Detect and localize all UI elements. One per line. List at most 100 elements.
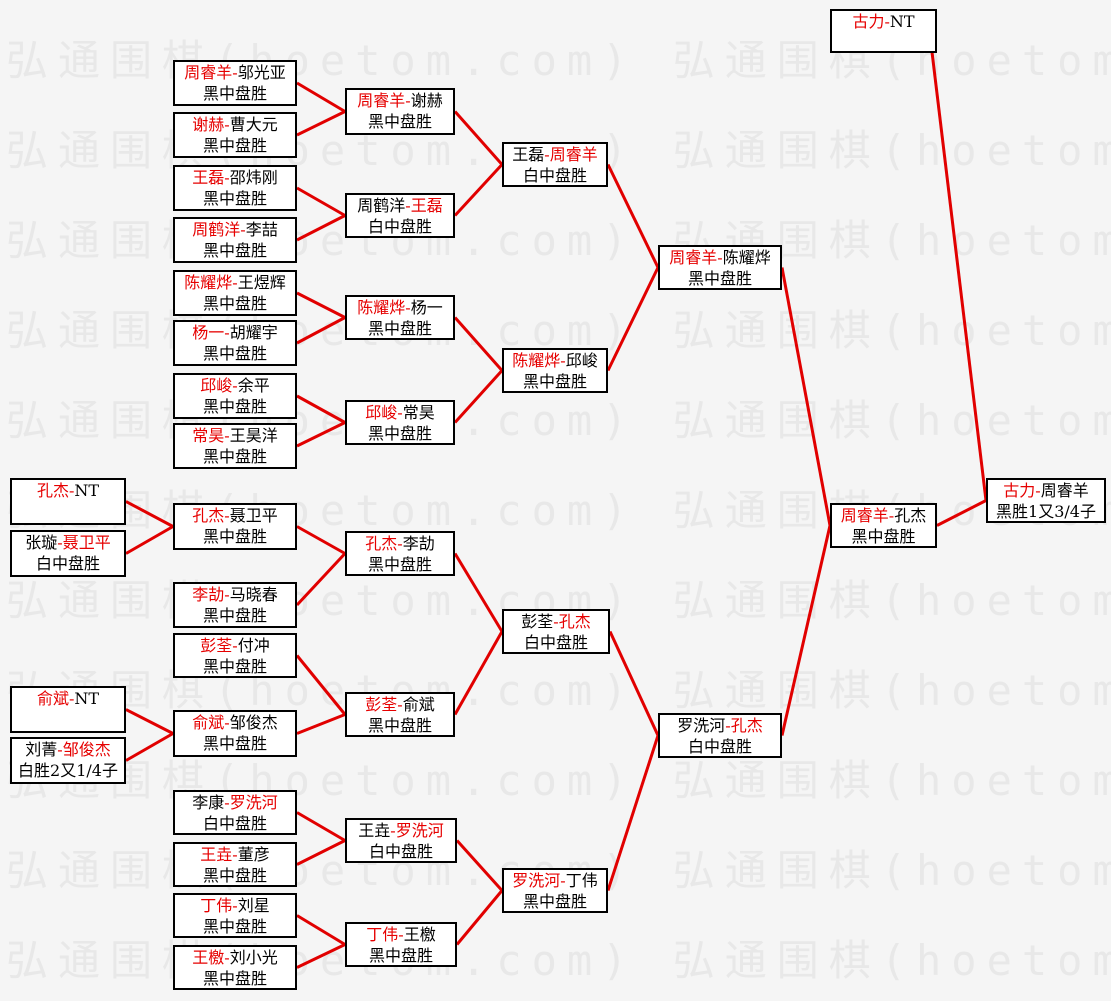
match-result — [832, 32, 935, 53]
player-name-winner: 丁伟 — [366, 925, 399, 944]
connector-line-q3-s2 — [453, 316, 504, 372]
match-result — [12, 709, 124, 730]
player-name: 俞斌 — [402, 695, 435, 714]
connector-line-m16-q8 — [296, 943, 346, 969]
connector-line-m15-q8 — [296, 914, 346, 946]
match-box-m7: 邱峻-余平 黑中盘胜 — [173, 373, 297, 419]
player-name: 刘小光 — [229, 948, 278, 967]
match-players: 刘菁-邹俊杰 — [12, 739, 124, 760]
player-name: 张璇 — [25, 533, 58, 552]
match-box-g2: 周睿羊-孔杰 黑中盘胜 — [830, 503, 937, 548]
vs-hyphen: - — [544, 145, 550, 164]
player-name-winner: 常昊 — [192, 426, 225, 445]
match-result: 黑中盘胜 — [202, 969, 267, 988]
match-box-m8: 常昊-王昊洋 黑中盘胜 — [173, 423, 297, 469]
player-name-winner: 罗洗河 — [395, 821, 444, 840]
match-box-f1: 周睿羊-陈耀烨 黑中盘胜 — [658, 245, 782, 290]
player-name: NT — [74, 481, 100, 500]
player-name-winner: 古力 — [852, 12, 885, 31]
match-result: 黑中盘胜 — [202, 657, 267, 676]
match-result: 黑中盘胜 — [202, 397, 267, 416]
player-name-winner: 孔杰 — [192, 506, 225, 525]
match-result: 黑中盘胜 — [367, 319, 432, 338]
vs-hyphen: - — [397, 695, 403, 714]
match-result: 白中盘胜 — [35, 554, 100, 573]
player-name-winner: 邹俊杰 — [62, 740, 111, 759]
match-box-s1: 王磊-周睿羊 白中盘胜 — [502, 142, 608, 187]
match-players: 古力-周睿羊 — [988, 480, 1104, 501]
match-box-m11: 彭荃-付冲 黑中盘胜 — [173, 633, 297, 678]
player-name: 邬光亚 — [237, 63, 286, 82]
match-players: 王垚-罗洗河 — [347, 820, 455, 841]
match-box-m12: 俞斌-邹俊杰 黑中盘胜 — [173, 710, 297, 757]
match-players: 周鹤洋-王磊 — [347, 195, 453, 216]
match-result: 黑中盘胜 — [202, 84, 267, 103]
match-players: 俞斌-邹俊杰 — [175, 712, 295, 733]
match-result: 白中盘胜 — [522, 166, 587, 185]
player-name: 李劼 — [402, 534, 435, 553]
vs-hyphen: - — [232, 636, 238, 655]
connector-line-m9-q5 — [296, 525, 346, 555]
player-name-winner: 杨一 — [192, 323, 225, 342]
player-name: 董彦 — [237, 845, 270, 864]
player-name: 邵炜刚 — [229, 168, 278, 187]
player-name: 周睿羊 — [1040, 481, 1089, 500]
vs-hyphen: - — [1035, 481, 1041, 500]
player-name-winner: 邱峻 — [200, 376, 233, 395]
match-box-p4: 刘菁-邹俊杰 白胜2又1/4子 — [10, 737, 126, 784]
connector-line-q2-s1 — [453, 163, 504, 217]
player-name-winner: 周睿羊 — [669, 248, 718, 267]
player-name-winner: 周睿羊 — [357, 91, 406, 110]
match-box-q7: 王垚-罗洗河 白中盘胜 — [345, 818, 457, 863]
player-name-winner: 俞斌 — [192, 713, 225, 732]
match-box-m1: 周睿羊-邬光亚黑中盘胜 — [173, 60, 297, 106]
vs-hyphen: - — [224, 323, 230, 342]
player-name: 谢赫 — [410, 91, 443, 110]
vs-hyphen: - — [232, 63, 238, 82]
vs-hyphen: - — [405, 91, 411, 110]
match-players: 邱峻-余平 — [175, 375, 295, 396]
connector-line-g2-z1 — [936, 499, 987, 527]
match-players: 陈耀烨-邱峻 — [504, 350, 606, 371]
player-name-winner: 聂卫平 — [62, 533, 111, 552]
match-result: 黑中盘胜 — [202, 241, 267, 260]
match-result: 黑中盘胜 — [202, 606, 267, 625]
player-name-winner: 周睿羊 — [184, 63, 233, 82]
connector-line-m2-q1 — [296, 110, 346, 137]
match-result: 黑中盘胜 — [202, 294, 267, 313]
player-name: 马晓春 — [229, 585, 278, 604]
player-name-winner: 王垚 — [200, 845, 233, 864]
match-players: 周鹤洋-李喆 — [175, 219, 295, 240]
connector-line-m4-q2 — [296, 214, 346, 242]
match-box-m6: 杨一-胡耀宇 黑中盘胜 — [173, 320, 297, 366]
match-players: 王垚-董彦 — [175, 844, 295, 865]
connector-line-s4-f2 — [606, 735, 660, 891]
match-result: 黑中盘胜 — [202, 189, 267, 208]
connector-line-m1-q1 — [296, 81, 346, 113]
vs-hyphen: - — [224, 506, 230, 525]
match-result: 白中盘胜 — [202, 814, 267, 833]
match-result: 黑中盘胜 — [202, 734, 267, 753]
match-box-s3: 彭荃-孔杰 白中盘胜 — [502, 609, 610, 654]
connector-line-q6-s3 — [453, 630, 504, 716]
vs-hyphen: - — [224, 585, 230, 604]
player-name: NT — [889, 12, 915, 31]
vs-hyphen: - — [560, 351, 566, 370]
match-players: 王磊-周睿羊 — [504, 144, 606, 165]
match-players: 常昊-王昊洋 — [175, 425, 295, 446]
vs-hyphen: - — [884, 12, 890, 31]
player-name: 邹俊杰 — [229, 713, 278, 732]
match-players: 孔杰-李劼 — [347, 533, 453, 554]
match-result: 白中盘胜 — [687, 737, 752, 756]
match-box-q4: 邱峻-常昊 黑中盘胜 — [345, 400, 455, 445]
connector-line-m14-q7 — [296, 839, 346, 866]
match-result: 白中盘胜 — [368, 842, 433, 861]
match-box-m4: 周鹤洋-李喆 黑中盘胜 — [173, 217, 297, 263]
match-box-m10: 李劼-马晓春 黑中盘胜 — [173, 582, 297, 628]
vs-hyphen: - — [888, 506, 895, 525]
match-result: 黑中盘胜 — [368, 946, 433, 965]
vs-hyphen: - — [57, 533, 63, 552]
player-name: 聂卫平 — [229, 506, 278, 525]
player-name-winner: 罗洗河 — [512, 871, 561, 890]
